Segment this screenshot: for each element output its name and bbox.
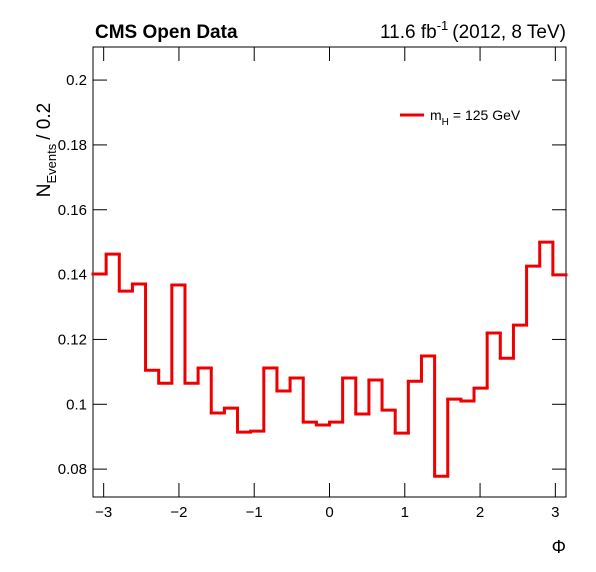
x-tick-label: −1 [246, 504, 263, 521]
chart-title: CMS Open Data [95, 22, 238, 43]
legend-sub: H [442, 117, 449, 128]
y-label-base: N [34, 184, 55, 198]
x-tick-label: −2 [170, 504, 187, 521]
lumi-label: 11.6 fb-1 (2012, 8 TeV) [380, 18, 566, 43]
y-label-rest: / 0.2 [34, 103, 55, 140]
y-tick-label: 0.16 [58, 202, 87, 219]
y-axis-label: NEvents / 0.2 [34, 103, 59, 197]
y-tick-label: 0.14 [58, 267, 87, 284]
y-tick-label: 0.12 [58, 331, 87, 348]
y-tick-label: 0.2 [66, 72, 87, 89]
y-tick-label: 0.18 [58, 137, 87, 154]
x-tick-label: 1 [401, 504, 409, 521]
x-tick-label: 2 [476, 504, 484, 521]
y-label-sub: Events [44, 143, 59, 183]
legend-rest: = 125 GeV [453, 107, 521, 123]
legend-label: mH = 125 GeV [430, 107, 521, 128]
x-tick-label: −3 [95, 504, 112, 521]
x-tick-label: 0 [325, 504, 333, 521]
legend-base: m [430, 107, 442, 123]
y-tick-label: 0.08 [58, 461, 87, 478]
lumi-exp: -1 [437, 18, 449, 33]
y-tick-label: 0.1 [66, 396, 87, 413]
lumi-rest: (2012, 8 TeV) [452, 22, 566, 43]
x-axis-label: Φ [552, 537, 566, 557]
lumi-base: 11.6 fb [380, 22, 437, 43]
x-tick-label: 3 [551, 504, 559, 521]
